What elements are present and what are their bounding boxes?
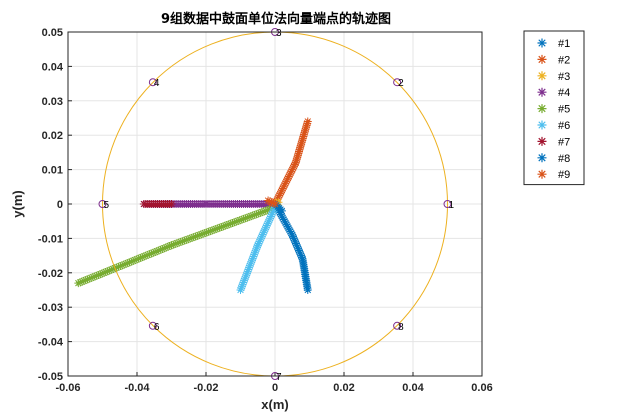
- series-7-trajectory: [139, 200, 176, 208]
- x-tick-labels: -0.06 -0.04 -0.02 0 0.02 0.04 0.06: [55, 382, 492, 394]
- legend-label: #5: [558, 104, 570, 116]
- y-axis-label: y(m): [10, 190, 25, 217]
- chart-title: 9组数据中鼓面单位法向量端点的轨迹图: [161, 11, 391, 27]
- y-tick-label: 0.01: [42, 165, 63, 177]
- legend-marker: [537, 87, 547, 97]
- y-tick-label: 0.03: [42, 96, 63, 108]
- trajectory-group: [74, 117, 312, 294]
- series-2-trajectory: [271, 117, 312, 208]
- y-tick-label: -0.03: [38, 302, 63, 314]
- legend-item-7: #7: [537, 136, 570, 148]
- legend-marker: [537, 120, 547, 130]
- x-tick-label: 0.02: [333, 382, 354, 394]
- legend-label: #6: [558, 120, 570, 132]
- ring-marker-label-2: 2: [398, 78, 404, 89]
- legend-marker: [537, 153, 547, 163]
- legend-box: [523, 30, 585, 186]
- legend-marker: [537, 71, 547, 81]
- legend-item-8: #8: [537, 153, 570, 165]
- legend-item-1: #1: [537, 38, 570, 50]
- legend-marker: [537, 136, 547, 146]
- y-tick-labels: -0.05 -0.04 -0.03 -0.02 -0.01 0 0.01 0.02 0.03 0.…: [38, 27, 64, 383]
- y-tick-label: 0: [57, 199, 63, 211]
- ring-marker-4: [148, 78, 157, 87]
- legend-item-9: #9: [537, 169, 570, 181]
- legend-item-6: #6: [537, 120, 570, 132]
- legend-item-5: #5: [537, 104, 570, 116]
- ring-marker-6: [148, 321, 157, 330]
- legend-marker: [537, 104, 547, 114]
- ring-marker-label-4: 4: [154, 78, 160, 89]
- legend-label: #8: [558, 153, 570, 165]
- ring-marker-label-1: 1: [449, 200, 455, 211]
- y-tick-label: 0.05: [42, 27, 63, 39]
- legend-item-2: #2: [537, 54, 570, 66]
- legend: #1 #2 #3 #4 #5 #6 #7 #8 #9: [523, 30, 585, 186]
- legend-marker: [537, 54, 547, 64]
- legend-label: #1: [558, 38, 570, 50]
- y-tick-label: -0.04: [38, 337, 64, 349]
- series-7-markers: [139, 200, 176, 208]
- series-5-trajectory: [74, 203, 279, 288]
- series-6-markers: [236, 241, 262, 294]
- ring-marker-5: [98, 200, 107, 208]
- legend-item-3: #3: [537, 71, 570, 83]
- series-1-markers: [288, 230, 307, 264]
- legend-marker: [537, 169, 547, 179]
- y-tick-label: 0.04: [42, 61, 64, 73]
- legend-label: #2: [558, 54, 570, 66]
- legend-item-4: #4: [537, 87, 570, 99]
- ring-marker-label-3: 3: [276, 28, 282, 39]
- legend-label: #9: [558, 169, 570, 181]
- x-tick-label: 0.04: [402, 382, 424, 394]
- series-1-markers: [298, 255, 312, 294]
- x-tick-label: -0.02: [193, 382, 218, 394]
- x-tick-label: -0.06: [55, 382, 80, 394]
- x-tick-label: -0.04: [124, 382, 150, 394]
- ring-marker-label-5: 5: [104, 200, 110, 211]
- series-9-markers: [264, 196, 279, 208]
- ring-marker-1: [443, 200, 452, 208]
- series-9-trajectory: [264, 196, 279, 208]
- ring-marker-2: [393, 78, 402, 87]
- y-tick-label: 0.02: [42, 130, 63, 142]
- ring-marker-label-7: 7: [276, 372, 282, 383]
- legend-marker: [537, 38, 547, 48]
- ring-marker-label-6: 6: [154, 322, 160, 333]
- series-5-markers: [74, 241, 176, 288]
- x-tick-label: 0: [272, 382, 278, 394]
- series-1-trajectory: [271, 200, 312, 294]
- x-axis-label: x(m): [261, 397, 288, 412]
- series-6-trajectory: [236, 203, 279, 294]
- y-tick-label: -0.01: [38, 233, 63, 245]
- axes-frame: [67, 31, 483, 377]
- ring-marker-label-8: 8: [398, 322, 404, 333]
- legend-label: #4: [558, 87, 570, 99]
- x-tick-label: 0.06: [471, 382, 492, 394]
- legend-label: #7: [558, 136, 570, 148]
- series-2-markers: [291, 117, 312, 167]
- y-tick-label: -0.05: [38, 371, 63, 383]
- ring-marker-8: [393, 321, 402, 330]
- legend-label: #3: [558, 71, 570, 83]
- y-tick-label: -0.02: [38, 268, 63, 280]
